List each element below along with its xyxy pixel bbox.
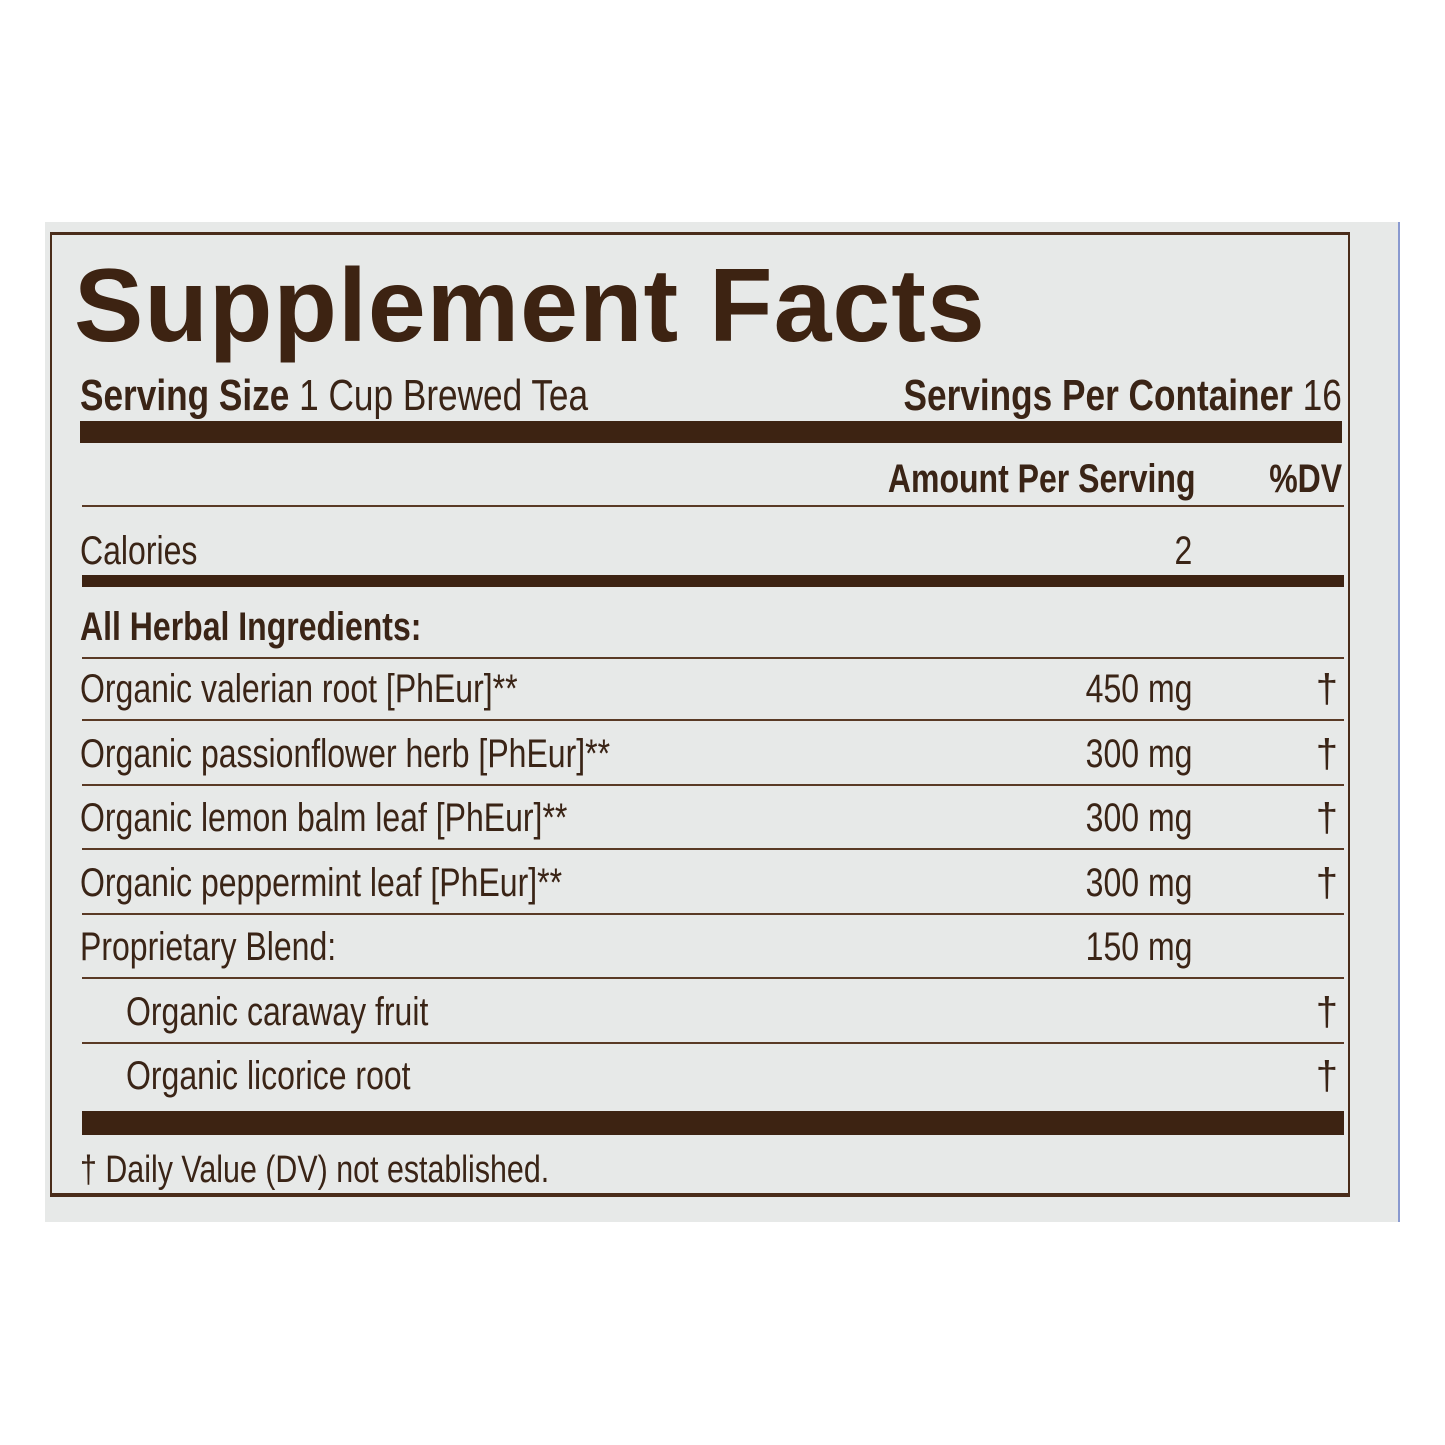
divider: [82, 783, 1344, 786]
ingredient-dv: †: [1315, 860, 1338, 905]
divider: [82, 848, 1344, 850]
section-label: All Herbal Ingredients:: [80, 605, 422, 649]
ingredient-amount: 150 mg: [1085, 925, 1192, 969]
ingredient-dv: †: [1315, 1054, 1338, 1098]
servings-per-container: Servings Per Container 16: [904, 371, 1342, 421]
divider: [82, 1041, 1344, 1044]
ingredient-name: Organic peppermint leaf [PhEur]**: [80, 860, 563, 905]
amount-per-serving-header: Amount Per Serving: [888, 457, 1196, 501]
ingredient-amount: 300 mg: [1085, 860, 1192, 905]
servings-per-container-label: Servings Per Container: [903, 371, 1294, 420]
ingredient-amount: 300 mg: [1085, 731, 1192, 776]
ingredient-name: Proprietary Blend:: [80, 925, 337, 969]
ingredient-name: Organic caraway fruit: [126, 989, 429, 1034]
ingredient-dv: †: [1315, 796, 1338, 840]
ingredient-dv: †: [1315, 667, 1338, 711]
medium-divider: [82, 575, 1344, 587]
ingredient-name: Organic valerian root [PhEur]**: [80, 667, 518, 711]
thick-divider: [80, 421, 1342, 443]
calories-label: Calories: [80, 529, 198, 573]
serving-size-label: Serving Size: [80, 371, 290, 420]
serving-size: Serving Size 1 Cup Brewed Tea: [80, 371, 588, 421]
title: Supplement Facts: [74, 248, 986, 364]
divider: [82, 505, 1344, 507]
divider: [82, 912, 1344, 915]
serving-size-value: 1 Cup Brewed Tea: [299, 371, 589, 420]
ingredient-amount: 450 mg: [1085, 667, 1192, 711]
divider: [82, 657, 1344, 659]
ingredient-dv: †: [1315, 989, 1338, 1034]
dv-header: %DV: [1269, 457, 1342, 501]
label-panel: Supplement Facts Serving Size 1 Cup Brew…: [45, 222, 1400, 1222]
supplement-facts-box: Supplement Facts Serving Size 1 Cup Brew…: [50, 232, 1350, 1197]
thick-divider: [82, 1111, 1344, 1135]
ingredient-name: Organic lemon balm leaf [PhEur]**: [80, 796, 568, 840]
ingredient-amount: 300 mg: [1085, 796, 1192, 840]
ingredient-name: Organic licorice root: [126, 1054, 411, 1098]
ingredient-name: Organic passionflower herb [PhEur]**: [80, 731, 611, 776]
ingredient-dv: †: [1315, 731, 1338, 776]
divider: [82, 719, 1344, 721]
calories-amount: 2: [1174, 529, 1192, 573]
servings-per-container-value: 16: [1302, 371, 1342, 420]
footnote: † Daily Value (DV) not established.: [80, 1149, 550, 1191]
divider: [82, 977, 1344, 979]
